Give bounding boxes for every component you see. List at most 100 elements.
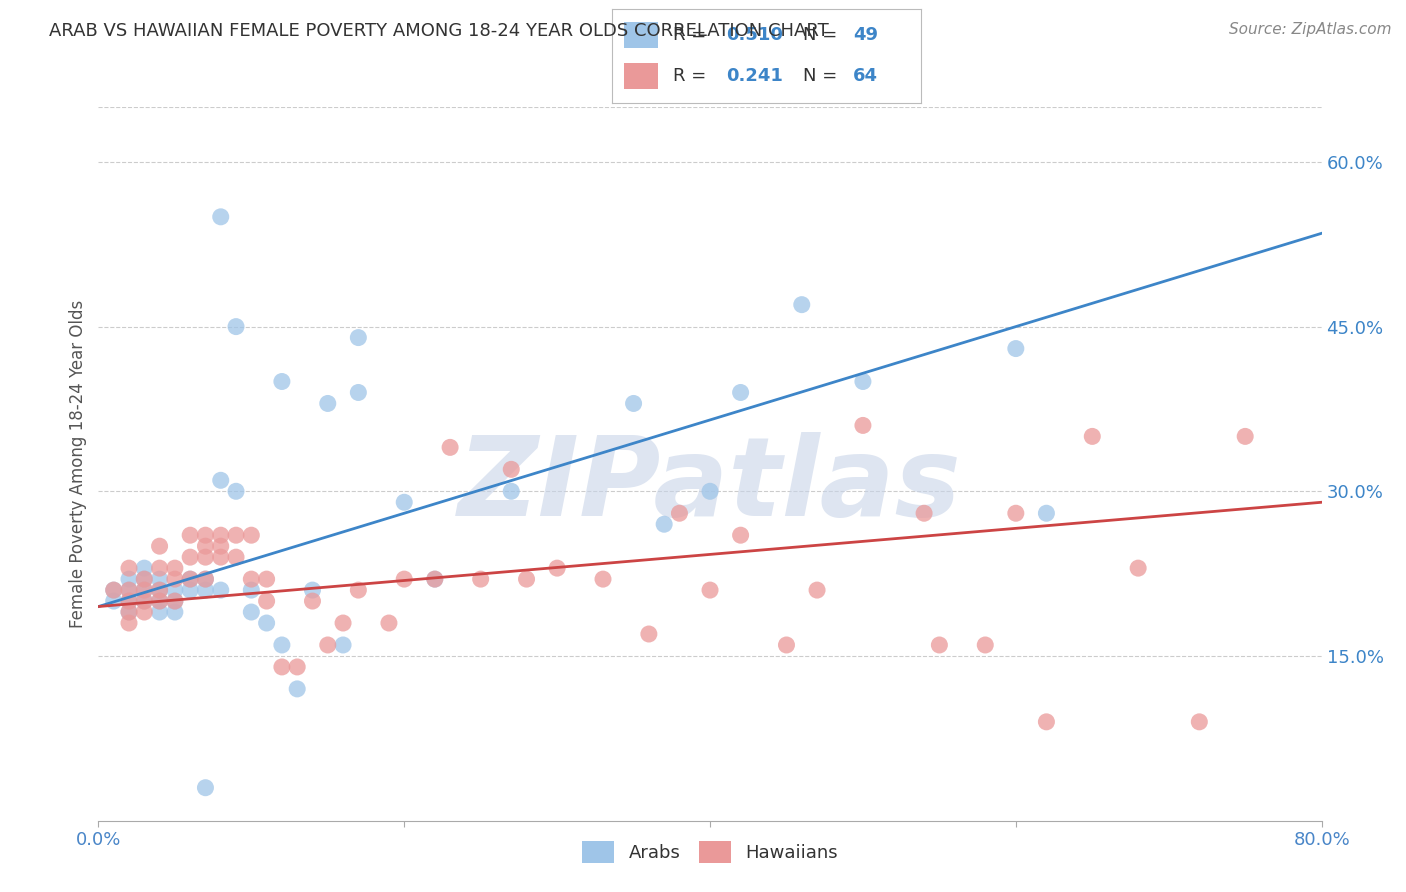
Point <box>149 594 172 608</box>
Point <box>470 572 492 586</box>
Point <box>179 572 201 586</box>
Point <box>1234 429 1257 443</box>
Point <box>194 572 217 586</box>
Point <box>347 385 370 400</box>
Point <box>118 615 141 630</box>
Point <box>209 583 232 598</box>
Point <box>392 572 416 586</box>
Point <box>516 572 538 586</box>
Point <box>194 583 217 598</box>
Point <box>501 462 523 476</box>
Point <box>852 375 875 389</box>
Point <box>118 605 141 619</box>
Text: R =: R = <box>673 68 713 86</box>
Point <box>1004 342 1026 356</box>
Point <box>423 572 446 586</box>
Point <box>103 583 125 598</box>
Point <box>134 594 156 608</box>
Text: R =: R = <box>673 26 713 44</box>
Point <box>194 528 217 542</box>
Point <box>118 572 141 586</box>
Y-axis label: Female Poverty Among 18-24 Year Olds: Female Poverty Among 18-24 Year Olds <box>69 300 87 628</box>
Point <box>149 561 172 575</box>
Point <box>730 528 752 542</box>
Point <box>194 550 217 565</box>
Point <box>1035 506 1057 520</box>
Point <box>134 583 156 598</box>
Point <box>209 528 232 542</box>
Point <box>775 638 797 652</box>
Point <box>194 780 217 795</box>
Point <box>134 561 156 575</box>
Legend: Arabs, Hawaiians: Arabs, Hawaiians <box>572 832 848 872</box>
Point <box>270 375 292 389</box>
Point <box>134 572 156 586</box>
Point <box>179 550 201 565</box>
Text: N =: N = <box>803 68 844 86</box>
Point <box>378 615 401 630</box>
Point <box>1035 714 1057 729</box>
Point <box>163 594 186 608</box>
Point <box>209 473 232 487</box>
Text: ARAB VS HAWAIIAN FEMALE POVERTY AMONG 18-24 YEAR OLDS CORRELATION CHART: ARAB VS HAWAIIAN FEMALE POVERTY AMONG 18… <box>49 22 830 40</box>
Point <box>194 572 217 586</box>
Text: Source: ZipAtlas.com: Source: ZipAtlas.com <box>1229 22 1392 37</box>
Point <box>1081 429 1104 443</box>
Point <box>270 638 292 652</box>
Bar <box>624 22 658 48</box>
Point <box>118 605 141 619</box>
Point <box>118 594 141 608</box>
Point <box>209 550 232 565</box>
Point <box>285 660 308 674</box>
Point <box>546 561 568 575</box>
Point <box>974 638 997 652</box>
Point <box>209 539 232 553</box>
Point <box>652 517 675 532</box>
Text: 0.510: 0.510 <box>725 26 783 44</box>
Point <box>316 638 339 652</box>
Point <box>316 396 339 410</box>
Text: N =: N = <box>803 26 844 44</box>
Point <box>301 583 323 598</box>
Point <box>194 539 217 553</box>
Point <box>149 594 172 608</box>
Point <box>256 594 278 608</box>
Point <box>179 572 201 586</box>
Point <box>179 583 201 598</box>
Point <box>912 506 935 520</box>
Point <box>118 561 141 575</box>
Point <box>103 583 125 598</box>
Point <box>240 583 263 598</box>
Point <box>256 615 278 630</box>
Point <box>423 572 446 586</box>
Point <box>439 441 461 455</box>
Point <box>852 418 875 433</box>
Point <box>730 385 752 400</box>
Point <box>134 572 156 586</box>
Point <box>209 210 232 224</box>
Bar <box>624 63 658 89</box>
Point <box>240 605 263 619</box>
Point <box>163 583 186 598</box>
Point <box>790 298 813 312</box>
Point <box>699 583 721 598</box>
Point <box>806 583 828 598</box>
Point <box>225 528 247 542</box>
Point <box>118 583 141 598</box>
Point <box>1188 714 1211 729</box>
Point <box>623 396 645 410</box>
Point <box>163 572 186 586</box>
Point <box>240 528 263 542</box>
Point <box>225 319 247 334</box>
Point <box>392 495 416 509</box>
Text: ZIPatlas: ZIPatlas <box>458 432 962 539</box>
Point <box>149 605 172 619</box>
Point <box>637 627 661 641</box>
Point <box>1128 561 1150 575</box>
Point <box>668 506 690 520</box>
Point <box>163 605 186 619</box>
Point <box>301 594 323 608</box>
Point <box>1004 506 1026 520</box>
Point <box>699 484 721 499</box>
Point <box>347 330 370 344</box>
